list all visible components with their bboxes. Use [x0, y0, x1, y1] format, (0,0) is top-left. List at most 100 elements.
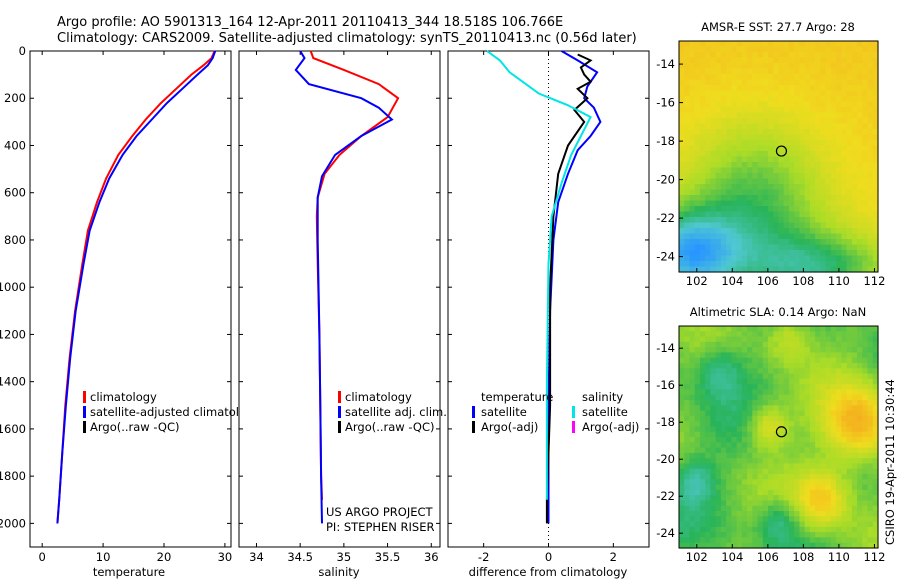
- heatmap-cell: [799, 458, 806, 465]
- heatmap-cell: [710, 222, 717, 229]
- heatmap-cell: [715, 394, 722, 401]
- heatmap-cell: [736, 96, 743, 103]
- heatmap-cell: [846, 452, 853, 459]
- heatmap-cell: [679, 195, 685, 202]
- heatmap-cell: [799, 222, 806, 229]
- heatmap-cell: [836, 162, 842, 169]
- heatmap-cell: [841, 389, 848, 396]
- heatmap-cell: [736, 228, 743, 235]
- heatmap-cell: [778, 526, 785, 533]
- legend-label: Argo(..raw -QC): [345, 420, 435, 434]
- heatmap-cell: [710, 250, 717, 257]
- heatmap-cell: [778, 521, 785, 528]
- heatmap-cell: [726, 112, 732, 119]
- heatmap-cell: [731, 426, 738, 433]
- heatmap-cell: [815, 118, 821, 125]
- legend-label: satellite: [582, 405, 628, 419]
- heatmap-cell: [679, 326, 685, 332]
- heatmap-cell: [788, 255, 795, 262]
- heatmap-cell: [699, 222, 706, 229]
- heatmap-cell: [699, 400, 706, 406]
- heatmap-cell: [830, 233, 837, 240]
- heatmap-cell: [747, 261, 753, 268]
- heatmap-cell: [694, 542, 701, 549]
- heatmap-cell: [773, 189, 780, 196]
- heatmap-cell: [794, 368, 801, 375]
- heatmap-cell: [778, 123, 785, 130]
- heatmap-cell: [752, 326, 759, 332]
- heatmap-cell: [757, 74, 764, 81]
- heatmap-cell: [736, 389, 743, 396]
- heatmap-cell: [804, 489, 811, 496]
- heatmap-cell: [851, 447, 858, 454]
- heatmap-cell: [846, 261, 853, 268]
- heatmap-cell: [820, 394, 827, 401]
- heatmap-cell: [741, 239, 748, 246]
- heatmap-cell: [726, 195, 732, 202]
- heatmap-cell: [705, 101, 712, 108]
- heatmap-cell: [841, 400, 848, 406]
- heatmap-cell: [720, 352, 727, 359]
- heatmap-cell: [741, 206, 748, 213]
- heatmap-cell: [841, 394, 848, 401]
- heatmap-cell: [783, 156, 790, 163]
- heatmap-cell: [726, 255, 732, 262]
- heatmap-cell: [815, 400, 821, 406]
- heatmap-cell: [710, 495, 717, 502]
- heatmap-cell: [752, 500, 759, 507]
- heatmap-cell: [705, 85, 712, 92]
- heatmap-cell: [809, 156, 816, 163]
- heatmap-cell: [699, 90, 706, 97]
- heatmap-cell: [862, 228, 869, 235]
- heatmap-cell: [773, 516, 780, 523]
- heatmap-cell: [720, 394, 727, 401]
- heatmap-cell: [679, 178, 685, 185]
- heatmap-cell: [820, 400, 827, 406]
- heatmap-cell: [768, 521, 774, 528]
- heatmap-cell: [867, 123, 874, 130]
- heatmap-cell: [747, 415, 753, 422]
- heatmap-cell: [684, 400, 691, 406]
- heatmap-cell: [720, 384, 727, 391]
- heatmap-cell: [710, 415, 717, 422]
- heatmap-cell: [862, 357, 869, 364]
- heatmap-cell: [820, 255, 827, 262]
- heatmap-cell: [762, 489, 769, 496]
- heatmap-cell: [747, 173, 753, 180]
- heatmap-cell: [679, 505, 685, 512]
- heatmap-cell: [710, 63, 717, 70]
- heatmap-cell: [862, 162, 869, 169]
- heatmap-cell: [752, 140, 759, 147]
- heatmap-cell: [799, 500, 806, 507]
- heatmap-cell: [820, 426, 827, 433]
- heatmap-cell: [846, 74, 853, 81]
- heatmap-cell: [752, 41, 759, 48]
- heatmap-cell: [752, 217, 759, 224]
- heatmap-cell: [846, 101, 853, 108]
- heatmap-cell: [726, 326, 732, 332]
- heatmap-cell: [872, 347, 879, 354]
- heatmap-cell: [815, 484, 821, 491]
- heatmap-cell: [794, 479, 801, 486]
- heatmap-cell: [804, 52, 811, 59]
- heatmap-cell: [689, 426, 696, 433]
- heatmap-cell: [684, 389, 691, 396]
- heatmap-cell: [783, 57, 790, 64]
- heatmap-cell: [815, 90, 821, 97]
- heatmap-cell: [762, 156, 769, 163]
- heatmap-cell: [736, 331, 743, 338]
- y-tick-label: 1600: [0, 422, 26, 436]
- heatmap-cell: [752, 145, 759, 152]
- heatmap-cell: [736, 129, 743, 136]
- heatmap-cell: [694, 145, 701, 152]
- heatmap-cell: [731, 347, 738, 354]
- heatmap-cell: [857, 405, 863, 412]
- heatmap-cell: [820, 107, 827, 114]
- heatmap-cell: [694, 217, 701, 224]
- heatmap-cell: [768, 426, 774, 433]
- heatmap-cell: [694, 495, 701, 502]
- heatmap-cell: [846, 426, 853, 433]
- heatmap-cell: [747, 57, 753, 64]
- y-tick-label: 200: [4, 91, 26, 105]
- legend-swatch-satellite: [83, 406, 86, 418]
